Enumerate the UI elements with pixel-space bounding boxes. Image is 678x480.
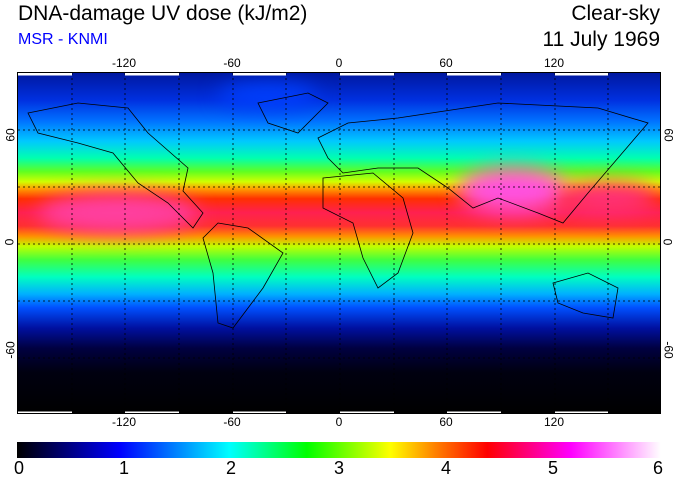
- colorbar-label: 4: [440, 458, 452, 478]
- colorbar-label: 6: [652, 458, 664, 478]
- lat-label-left: -60: [3, 341, 18, 359]
- frame-ticks: [18, 73, 608, 413]
- lon-label-top: -60: [223, 56, 241, 70]
- colorbar-label: 1: [118, 458, 130, 478]
- lat-label-right: 60: [661, 128, 676, 142]
- lat-label-left: 60: [3, 128, 18, 142]
- lon-label-bottom: 120: [543, 415, 565, 429]
- lon-label-bottom: 60: [439, 415, 453, 429]
- lon-label-bottom: -120: [111, 415, 137, 429]
- lat-label-right: 0: [660, 238, 675, 246]
- lon-label-top: -120: [111, 56, 137, 70]
- colorbar-label: 3: [333, 458, 345, 478]
- date-label: 11 July 1969: [542, 28, 660, 51]
- tibet-high-dose-region: [458, 168, 568, 213]
- lon-label-top: 0: [335, 56, 343, 70]
- lon-label-bottom: 0: [335, 415, 343, 429]
- lon-label-top: 120: [543, 56, 565, 70]
- lon-label-bottom: -60: [223, 415, 241, 429]
- lat-label-left: 0: [2, 238, 17, 246]
- sky-condition-label: Clear-sky: [571, 2, 660, 25]
- colorbar-label: 0: [13, 458, 25, 478]
- source-label: MSR - KNMI: [18, 31, 108, 48]
- map-overlay: [18, 73, 660, 413]
- graticule: [18, 73, 660, 413]
- lon-label-top: 60: [439, 56, 453, 70]
- lat-label-right: -60: [661, 341, 676, 359]
- colorbar-label: 5: [547, 458, 559, 478]
- colorbar: [17, 442, 661, 458]
- map-title: DNA-damage UV dose (kJ/m2): [18, 2, 308, 25]
- pacific-high-dose-region: [38, 193, 198, 233]
- colorbar-label: 2: [225, 458, 237, 478]
- greenland-region: [218, 83, 318, 108]
- uv-dose-map: [17, 72, 661, 414]
